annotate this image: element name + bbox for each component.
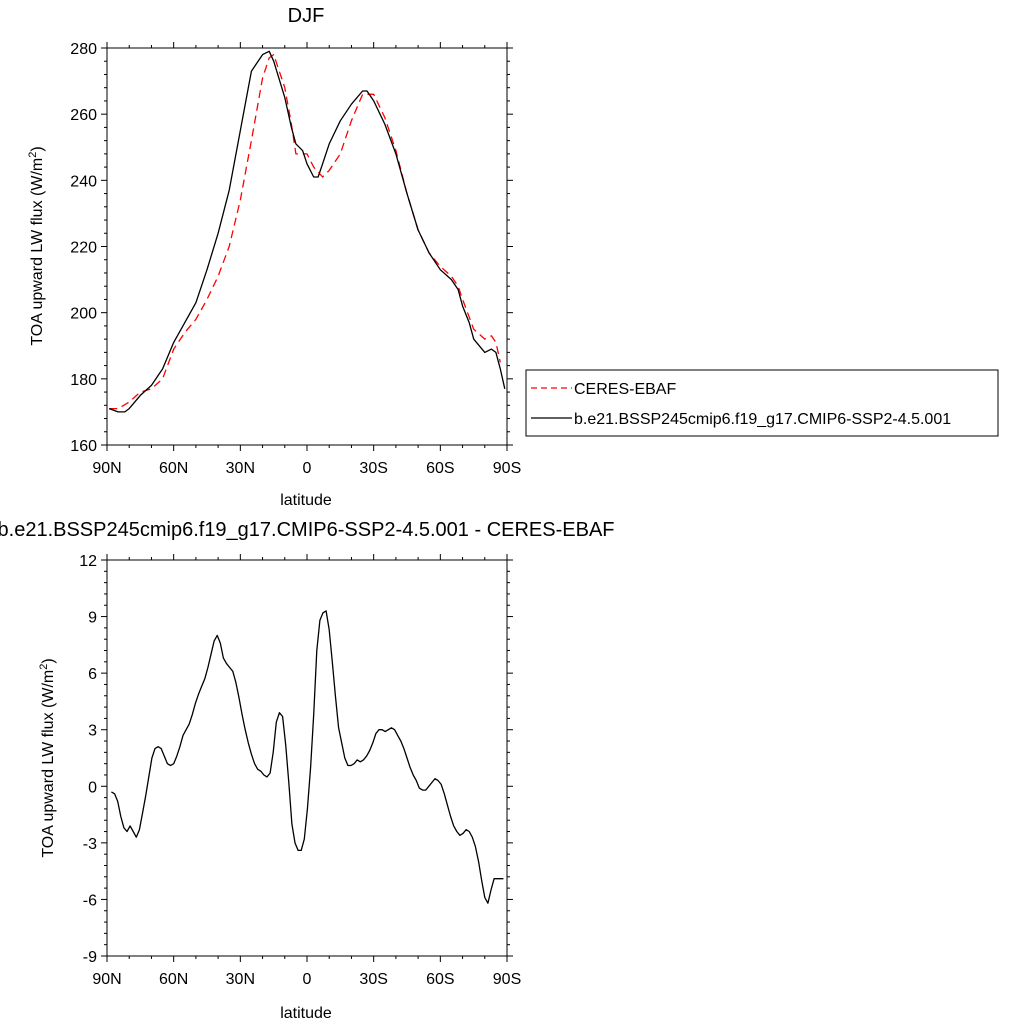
panel-bottom-y-axis-label-tail: ) [40,658,57,663]
panel-top-series-line-2 [108,50,506,413]
panel-bottom-x-tick-label: 30N [226,971,255,988]
panel-bottom-y-tick-label: 6 [88,666,97,683]
panel-top-x-axis-label: latitude [280,492,332,509]
panel-bottom-y-ticks: -9 -6 -3 0 3 6 9 12 [79,553,513,966]
panel-bottom-x-tick-label: 0 [303,971,312,988]
panel-bottom-series [111,610,504,904]
panel-top-y-axis-label: TOA upward LW flux (W/m2) [27,146,46,345]
panel-top-x-tick-label: 60S [426,460,454,477]
panel-top-y-tick-label: 280 [70,41,97,58]
panel-top-x-tick-label: 30N [226,460,255,477]
panel-top-legend: CERES-EBAF b.e21.BSSP245cmip6.f19_g17.CM… [525,369,999,437]
panel-bottom-y-tick-label: -3 [83,836,97,853]
legend-label-ceres-ebaf: CERES-EBAF [574,381,676,398]
panel-top-frame [106,47,508,446]
panel-bottom: b.e21.BSSP245cmip6.f19_g17.CMIP6-SSP2-4.… [0,519,614,1022]
panel-bottom-x-axis-label: latitude [280,1005,332,1022]
panel-top-y-tick-label: 160 [70,438,97,455]
panel-bottom-title: b.e21.BSSP245cmip6.f19_g17.CMIP6-SSP2-4.… [0,519,614,541]
panel-bottom-x-tick-label: 60N [159,971,188,988]
panel-bottom-y-tick-label: -9 [83,949,97,966]
legend-label-model: b.e21.BSSP245cmip6.f19_g17.CMIP6-SSP2-4.… [574,411,951,428]
panel-bottom-y-axis-label: TOA upward LW flux (W/m2) [38,658,57,857]
panel-top-x-tick-label: 90S [493,460,521,477]
panel-top: DJF 160 180 200 220 240 260 280 90N 60N 30N 0 30S 6… [27,5,999,509]
panel-top-y-tick-label: 180 [70,372,97,389]
panel-top-y-axis-label-tail: ) [29,146,46,151]
panel-top-x-tick-label: 90N [92,460,121,477]
panel-top-y-tick-label: 240 [70,173,97,190]
panel-top-series [108,50,506,413]
panel-bottom-y-tick-label: 12 [79,553,97,570]
panel-bottom-y-tick-label: 3 [88,723,97,740]
panel-top-x-ticks: 90N 60N 30N 0 30S 60S 90S [92,42,521,477]
panel-top-y-tick-label: 200 [70,306,97,323]
panel-bottom-frame [106,559,508,957]
panel-bottom-y-tick-label: 0 [88,779,97,796]
panel-top-y-tick-label: 220 [70,240,97,257]
panel-bottom-x-tick-label: 90S [493,971,521,988]
panel-bottom-x-ticks: 90N 60N 30N 0 30S 60S 90S [92,554,521,988]
panel-bottom-x-tick-label: 30S [359,971,387,988]
panel-top-y-tick-label: 260 [70,107,97,124]
panel-bottom-y-tick-label: 9 [88,610,97,627]
panel-bottom-x-tick-label: 90N [92,971,121,988]
panel-top-y-axis-label-main: TOA upward LW flux (W/m [29,158,46,346]
panel-top-x-tick-label: 0 [303,460,312,477]
panel-bottom-y-axis-label-sup: 2 [38,664,50,670]
panel-top-y-axis-label-sup: 2 [27,152,39,158]
panel-bottom-x-tick-label: 60S [426,971,454,988]
panel-top-title: DJF [288,5,325,27]
panel-bottom-y-tick-label: -6 [83,892,97,909]
panel-top-x-tick-label: 30S [359,460,387,477]
panel-top-x-tick-label: 60N [159,460,188,477]
panel-bottom-y-axis-label-main: TOA upward LW flux (W/m [40,670,57,858]
panel-top-series-line-1 [109,53,501,410]
legend-box [525,369,999,437]
panel-top-y-ticks: 160 180 200 220 240 260 280 [70,41,513,455]
panel-bottom-series-line-1 [111,610,504,904]
